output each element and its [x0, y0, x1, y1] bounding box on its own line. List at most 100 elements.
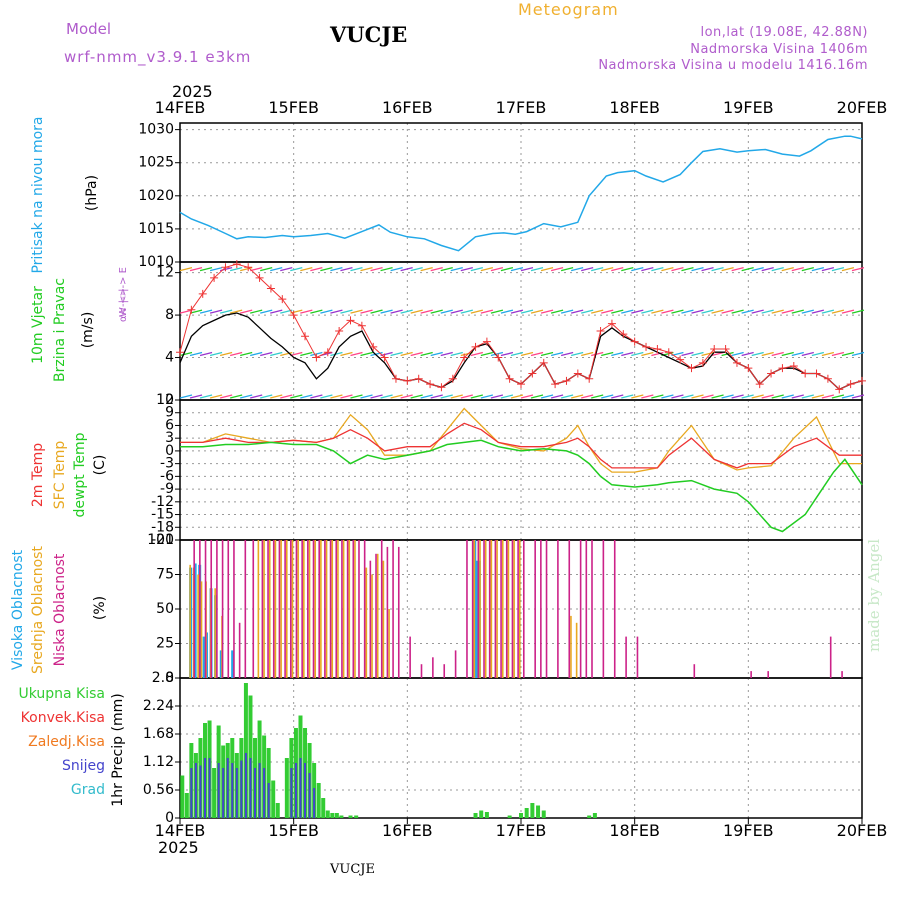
- wind-vector: [450, 309, 463, 314]
- cloud-mid-bar: [575, 622, 578, 678]
- cloud-low-bar: [375, 553, 377, 678]
- cloud-high-bar: [202, 636, 206, 678]
- wind-vector: [450, 351, 463, 357]
- wind-gust-marker: [426, 380, 435, 389]
- cloud-low-bar: [238, 622, 241, 678]
- wind-vector: [370, 351, 383, 357]
- precip-legend-5: Grad: [71, 782, 105, 798]
- wind-vector: [430, 394, 443, 399]
- cloud-high-bar: [231, 650, 235, 678]
- cloud-mid-bar: [479, 540, 481, 678]
- wind-vector: [560, 394, 574, 399]
- wind-vector: [761, 309, 774, 314]
- wind-vector: [771, 351, 784, 357]
- wind-vector: [841, 266, 855, 272]
- wind-vector: [250, 309, 263, 314]
- cloud-mid-bar: [371, 574, 373, 678]
- wind-vector: [260, 394, 273, 399]
- wind-gust-marker: [517, 380, 525, 389]
- y-tick-label: -6: [160, 468, 174, 484]
- wind-vector: [811, 351, 825, 357]
- wind-vector: [621, 394, 634, 399]
- wind-vector: [240, 266, 253, 272]
- cloud-mid-bar: [570, 615, 572, 678]
- wind-vector: [490, 266, 504, 272]
- wind-gust-marker: [551, 380, 560, 389]
- wind-unit: (m/s): [80, 312, 96, 349]
- wind-vector: [390, 351, 403, 357]
- wind-vector: [530, 309, 544, 314]
- wind-vector: [350, 351, 363, 357]
- wind-vector: [320, 394, 333, 399]
- wind-vector: [581, 351, 594, 357]
- wind-vector: [540, 351, 554, 357]
- cloud-low-bar: [432, 657, 434, 678]
- wind-vector: [240, 351, 253, 357]
- wind-vector: [570, 351, 584, 357]
- wind-gust-marker: [653, 345, 662, 354]
- cloud-mid-bar: [303, 540, 305, 678]
- wind-vector: [209, 351, 223, 357]
- precip-total-bar: [330, 813, 335, 818]
- cloud-ylabel-1: Visoka Oblacnost: [10, 549, 26, 670]
- cloud-high-bar: [475, 560, 479, 678]
- wind-vector: [350, 394, 363, 399]
- wind-vector: [651, 394, 664, 399]
- wind-gust-marker: [357, 321, 366, 330]
- wind-vector: [420, 351, 433, 357]
- x-tick-label-top: 15FEB: [268, 98, 319, 117]
- x-tick-label-bottom: 14FEB: [155, 821, 206, 840]
- station-title: VUCJE: [330, 22, 408, 47]
- wind-vector: [300, 309, 313, 314]
- cloud-low-bar: [409, 636, 411, 678]
- wind-vector: [691, 351, 704, 357]
- wind-vector: [410, 309, 423, 314]
- cloud-low-bar: [204, 540, 207, 678]
- wind-vector: [470, 309, 484, 314]
- cloud-low-bar: [272, 540, 275, 678]
- cloud-low-bar: [545, 540, 548, 678]
- cloud-low-bar: [534, 540, 536, 678]
- wind-vector: [490, 394, 504, 399]
- cloud-low-bar: [335, 540, 338, 678]
- wind-vector: [581, 266, 594, 272]
- cloud-low-bar: [767, 671, 769, 678]
- wind-vector: [851, 394, 865, 399]
- cloud-low-bar: [289, 540, 292, 678]
- cloud-low-bar: [500, 540, 502, 678]
- wind-vector: [410, 266, 423, 272]
- wind-vector: [260, 351, 273, 357]
- cloud-low-bar: [261, 540, 264, 678]
- wind-gust-marker: [585, 374, 594, 383]
- cloud-ylabel-2: Srednja Oblacnost: [30, 546, 46, 674]
- wind-gust-marker: [210, 273, 219, 282]
- wind-vector: [711, 309, 724, 314]
- cloud-mid-bar: [490, 540, 493, 678]
- wind-vector: [440, 351, 453, 357]
- wind-vector: [520, 309, 534, 314]
- precip-legend-2: Konvek.Kisa: [21, 710, 105, 726]
- cloud-low-bar: [511, 540, 514, 678]
- cloud-low-bar: [324, 540, 326, 678]
- wind-vector: [831, 394, 845, 399]
- cloud-mid-bar: [507, 540, 510, 678]
- wind-gust-marker: [380, 353, 389, 362]
- cloud-mid-bar: [496, 540, 498, 678]
- precip-total-bar: [184, 793, 189, 818]
- wind-gust-marker: [278, 295, 287, 304]
- precip-total-bar: [484, 812, 489, 818]
- wind-vector: [229, 309, 243, 314]
- wind-vector: [310, 266, 323, 272]
- wind-vector: [560, 266, 574, 272]
- wind-gust-marker: [596, 327, 605, 335]
- cloud-mid-bar: [484, 540, 487, 678]
- wind-vector: [751, 309, 764, 314]
- precip-total-bar: [243, 683, 248, 818]
- wind-vector: [520, 394, 534, 399]
- wind-vector: [771, 309, 784, 314]
- wind-vector: [611, 266, 624, 272]
- wind-vector: [701, 309, 714, 314]
- wind-vector: [370, 266, 383, 272]
- year-top: 2025: [172, 82, 213, 101]
- cloud-low-bar: [341, 540, 343, 678]
